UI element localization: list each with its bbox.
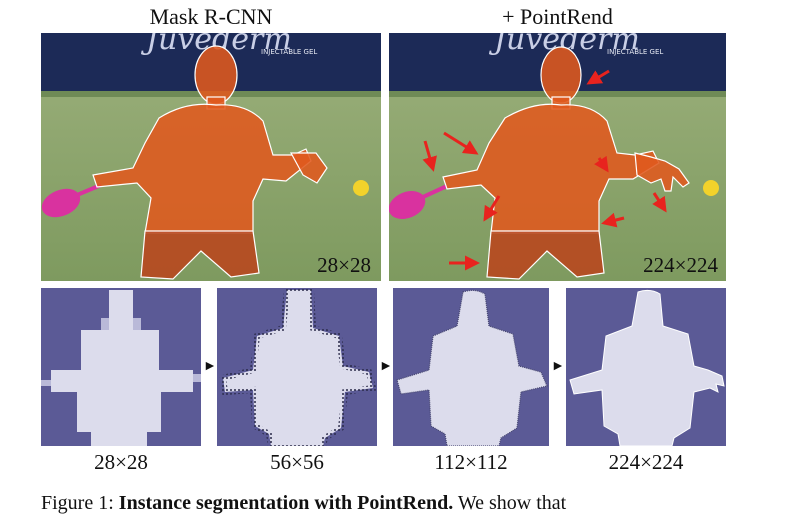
caption-rest: We show that	[453, 492, 567, 514]
tennis-ball	[353, 180, 369, 196]
tennis-racket	[41, 188, 81, 218]
label-112x112: 112×112	[434, 450, 508, 474]
caption-bold: Instance segmentation with PointRend.	[118, 492, 454, 514]
mask-112x112-image	[393, 288, 549, 446]
title-mask-rcnn: Mask R-CNN	[149, 4, 273, 29]
mask-28x28-image	[41, 288, 201, 446]
sponsor-text: INJECTABLE GEL	[607, 48, 663, 56]
refine-arrow-3: ►	[551, 359, 565, 374]
boundary-arrows	[422, 69, 667, 271]
label-224x224: 224×224	[608, 450, 684, 474]
refine-arrow-1: ►	[203, 359, 217, 374]
label-28x28: 28×28	[94, 450, 148, 474]
pointrend-scene: Juvederm INJECTABLE GEL	[389, 33, 726, 281]
mask-rcnn-scene: Juvederm INJECTABLE GEL	[41, 33, 381, 281]
player-mask	[92, 45, 328, 280]
pointrend-result-image: Juvederm INJECTABLE GEL 224×224	[389, 33, 726, 281]
tennis-racket	[389, 191, 426, 219]
refine-arrow-2: ►	[379, 359, 393, 374]
label-56x56: 56×56	[270, 450, 324, 474]
mask-56x56-image	[217, 288, 377, 446]
mask-rcnn-result-image: Juvederm INJECTABLE GEL 28×28	[41, 33, 381, 281]
tennis-ball	[703, 180, 719, 196]
resolution-label-mask-rcnn: 28×28	[317, 253, 371, 277]
figure-caption: Figure 1: Instance segmentation with Poi…	[41, 492, 566, 515]
caption-prefix: Figure 1:	[41, 492, 119, 514]
title-pointrend: + PointRend	[502, 4, 613, 29]
mask-224x224-image	[566, 288, 726, 446]
resolution-label-pointrend: 224×224	[643, 253, 718, 277]
sponsor-text: INJECTABLE GEL	[261, 48, 317, 56]
